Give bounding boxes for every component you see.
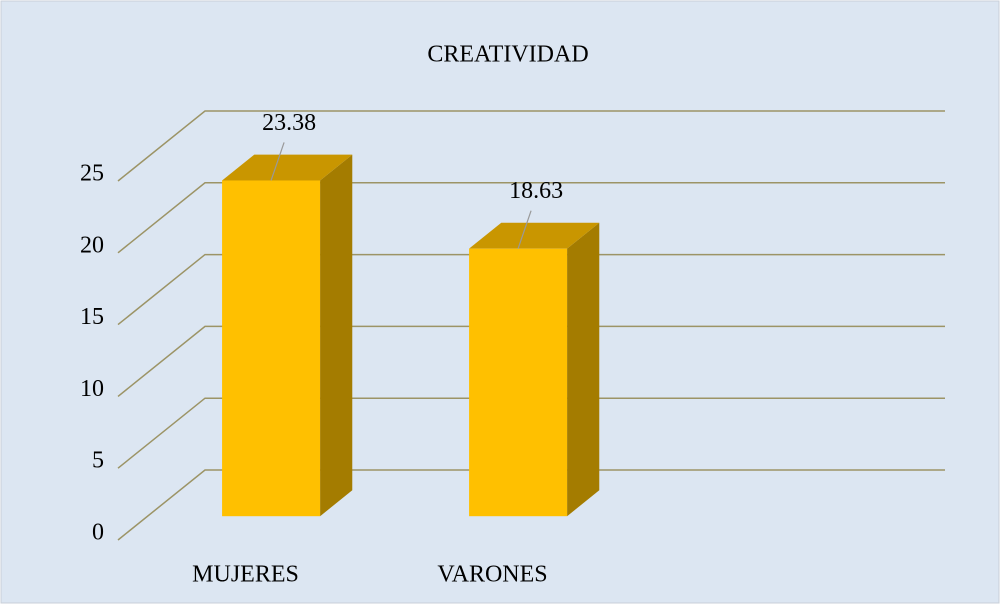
y-tick-label: 0 <box>92 520 104 546</box>
y-tick-label: 5 <box>92 448 104 474</box>
grid-line <box>117 469 945 541</box>
label-leader <box>517 210 532 249</box>
bar-top <box>222 154 353 181</box>
x-tick-label: MUJERES <box>192 562 299 588</box>
y-tick-label: 25 <box>80 161 104 187</box>
value-label: 23.38 <box>262 110 316 136</box>
y-tick-label: 20 <box>80 232 104 258</box>
y-tick-label: 15 <box>80 304 104 330</box>
grid-line <box>117 397 945 469</box>
bar <box>469 248 568 517</box>
grid-line <box>117 253 945 326</box>
grid-line <box>117 182 945 254</box>
bar-side <box>320 154 353 517</box>
value-label: 18.63 <box>509 178 563 204</box>
bar-top <box>469 222 600 249</box>
chart-title: CREATIVIDAD <box>427 42 588 68</box>
x-tick-label: VARONES <box>437 562 547 588</box>
bar-side <box>567 222 600 517</box>
grid-line <box>117 110 945 182</box>
y-tick-label: 10 <box>80 376 104 402</box>
grid-line <box>117 325 945 397</box>
bar <box>222 180 321 517</box>
label-leader <box>270 142 285 181</box>
